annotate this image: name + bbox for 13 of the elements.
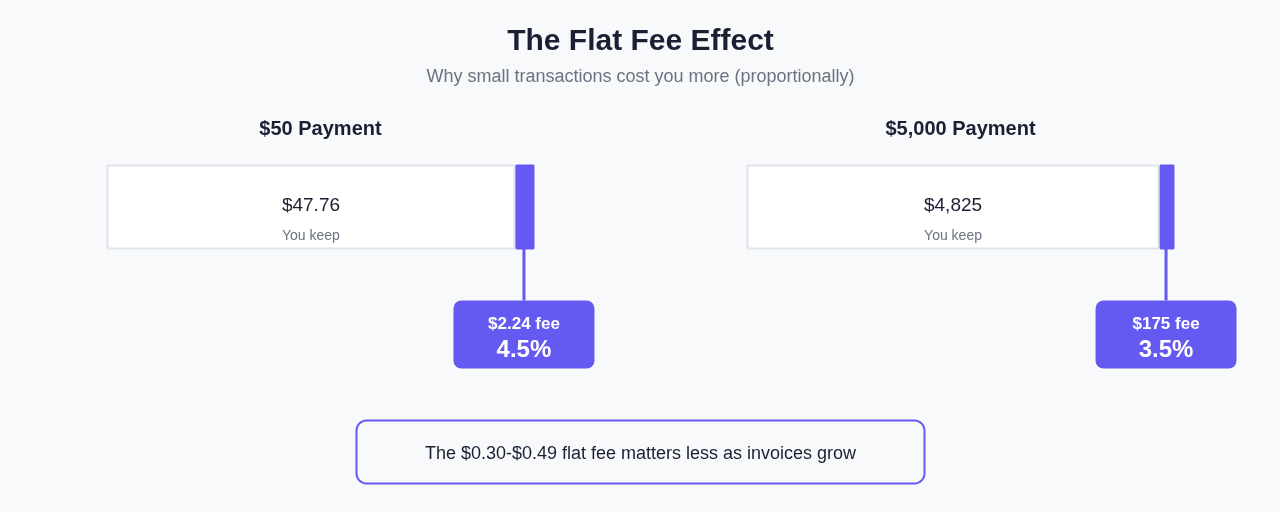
data-label: $2.24 fee (488, 314, 560, 333)
text: $5,000 Payment (885, 116, 1036, 139)
series-label: You keep (924, 226, 983, 243)
annotation: 4.5% (496, 335, 552, 362)
data-label: $47.76 (281, 194, 341, 215)
series-label: You keep (282, 226, 341, 243)
annotation: 3.5% (1138, 335, 1194, 362)
text: Why small transactions cost you more (proportionally) (426, 65, 855, 86)
text: The Flat Fee Effect (507, 23, 774, 56)
data-label: $175 fee (1132, 314, 1200, 333)
annotation: The $0.30-$0.49 flat fee matters less as invoices grow (424, 442, 858, 463)
text: $50 Payment (259, 116, 382, 139)
data-label: $4,825 (923, 194, 983, 215)
